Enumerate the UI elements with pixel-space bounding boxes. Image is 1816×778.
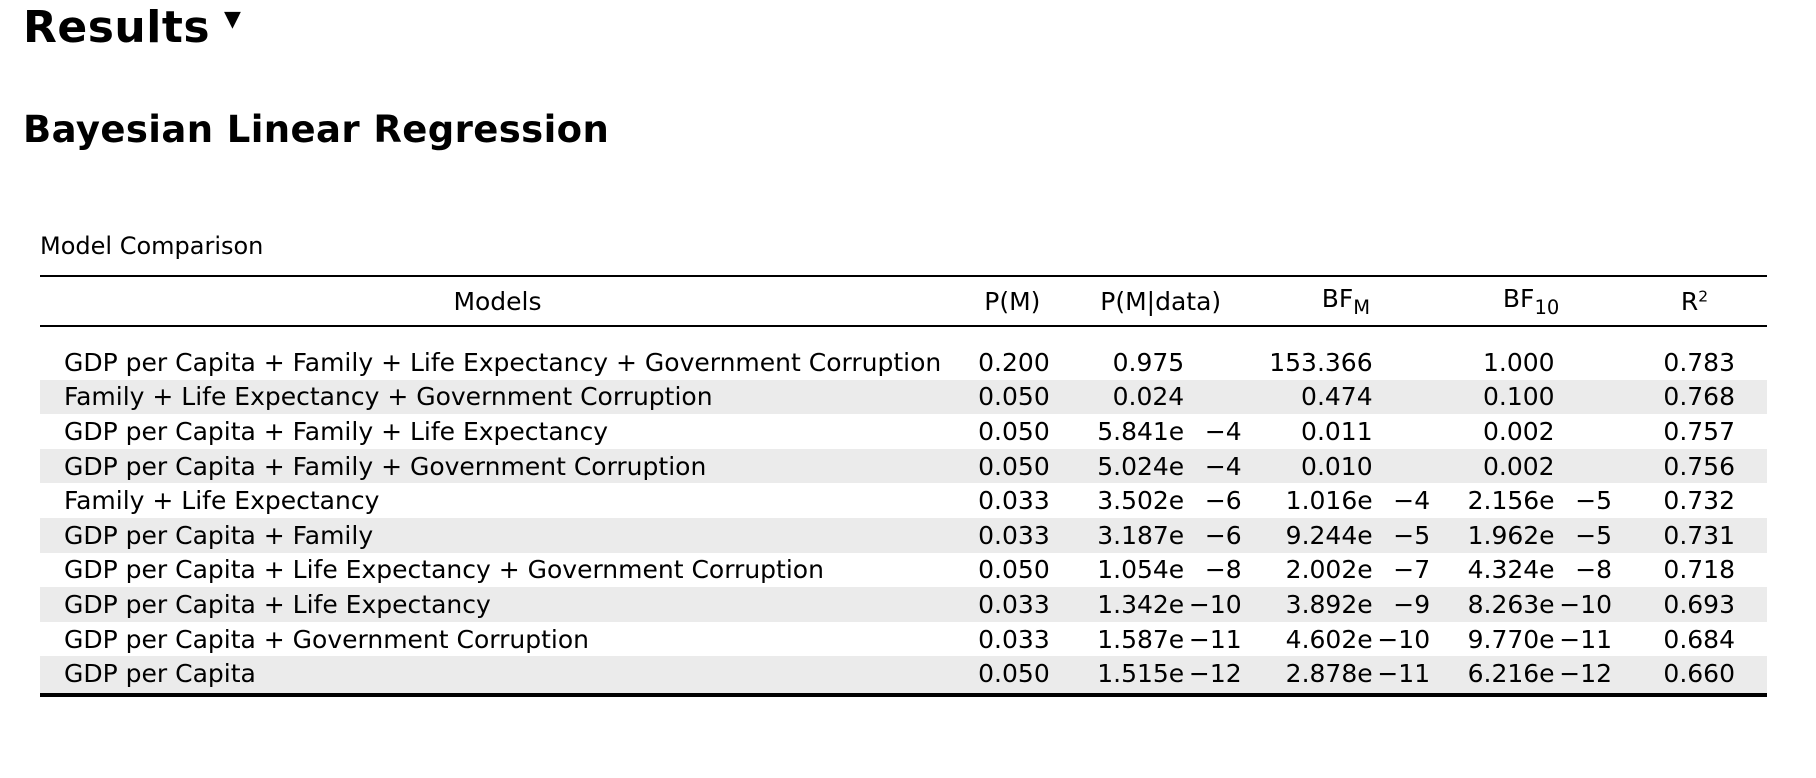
model-cell: GDP per Capita + Government Corruption: [64, 624, 589, 654]
model-cell: GDP per Capita: [40, 656, 955, 695]
results-title: Results: [23, 2, 211, 53]
pmdata-cell: 0.975: [1112, 347, 1185, 377]
pm-cell: 0.033: [954, 517, 1070, 553]
table-row: Family + Life Expectancy 0.033 3.502e −6 1.0…: [40, 483, 1767, 518]
bf10-cell: 0.100: [1440, 379, 1623, 415]
pm-cell: 0.033: [954, 587, 1070, 622]
bf10-cell: 6.216e −12: [1440, 656, 1623, 695]
table-header-row: Models P(M) P(M|data) BFM BF10 R2: [40, 276, 1767, 327]
r2-cell: 0.660: [1622, 656, 1767, 695]
table-row: GDP per Capita + Life Expectancy + Gover…: [40, 553, 1767, 588]
r2-cell: 0.768: [1622, 379, 1767, 415]
pmdata-cell: 1.342e −10: [1069, 587, 1252, 622]
table-row: GDP per Capita + Family + Government Cor…: [40, 448, 1767, 484]
header-r2: R2: [1622, 276, 1767, 327]
r2-cell: 0.693: [1622, 587, 1767, 622]
header-models: Models: [40, 276, 955, 327]
analysis-title: Bayesian Linear Regression: [23, 108, 610, 151]
model-cell: GDP per Capita + Family + Government Cor…: [40, 448, 955, 484]
table-title: Model Comparison: [40, 232, 264, 260]
header-pm: P(M): [954, 276, 1070, 327]
table-row: GDP per Capita + Family + Life Expectanc…: [40, 345, 1767, 380]
model-cell: GDP per Capita + Family + Life Expectanc…: [64, 416, 609, 446]
table-row: GDP per Capita + Family + Life Expectanc…: [40, 414, 1767, 449]
table-row: GDP per Capita + Government Corruption 0.…: [40, 622, 1767, 657]
pm-cell: 0.050: [954, 448, 1070, 484]
model-cell: Family + Life Expectancy: [64, 486, 380, 516]
pmdata-cell: 5.024e −4: [1069, 448, 1252, 484]
model-cell: GDP per Capita + Family: [40, 517, 955, 553]
bfm-cell: 2.878e −11: [1251, 656, 1441, 695]
r2-cell: 0.783: [1663, 347, 1735, 377]
bfm-cell: 9.244e −5: [1251, 517, 1441, 553]
bf10-cell: 1.962e −5: [1440, 517, 1623, 553]
pmdata-cell: 3.187e −6: [1069, 517, 1252, 553]
bf10-cell: 9.770e −11: [1467, 624, 1613, 654]
pm-cell: 0.050: [954, 379, 1070, 415]
pm-cell: 0.033: [978, 486, 1050, 516]
model-comparison-table: Models P(M) P(M|data) BFM BF10 R2 GDP pe…: [40, 275, 1767, 697]
header-pmdata: P(M|data): [1069, 276, 1252, 327]
r2-cell: 0.732: [1663, 486, 1735, 516]
bfm-cell: 4.602e −10: [1285, 624, 1431, 654]
pmdata-cell: 3.502e −6: [1097, 486, 1242, 516]
bfm-cell: 0.474: [1251, 379, 1441, 415]
header-bf10: BF10: [1440, 276, 1623, 327]
pm-cell: 0.050: [978, 416, 1050, 446]
table-row: Family + Life Expectancy + Government Co…: [40, 379, 1767, 415]
r2-cell: 0.756: [1622, 448, 1767, 484]
bfm-cell: 153.366: [1269, 347, 1373, 377]
bf10-cell: 0.002: [1482, 416, 1555, 446]
bfm-cell: 0.011: [1301, 416, 1373, 446]
bfm-cell: 0.010: [1251, 448, 1441, 484]
table-row: GDP per Capita 0.050 1.515e −12 2.878e −11 6.2…: [40, 656, 1767, 695]
pmdata-cell: 1.587e −11: [1097, 624, 1242, 654]
table-row: GDP per Capita + Family 0.033 3.187e −6 9.24…: [40, 517, 1767, 553]
pmdata-cell: 5.841e −4: [1097, 416, 1242, 446]
results-heading[interactable]: Results ▼: [23, 2, 241, 53]
pm-cell: 0.200: [978, 347, 1050, 377]
bf10-cell: 1.000: [1482, 347, 1555, 377]
pmdata-cell: 1.515e −12: [1069, 656, 1252, 695]
bf10-cell: 8.263e −10: [1440, 587, 1623, 622]
bf10-cell: 4.324e −8: [1467, 555, 1613, 585]
model-cell: GDP per Capita + Life Expectancy + Gover…: [64, 555, 824, 585]
header-bfm: BFM: [1251, 276, 1441, 327]
bf10-cell: 2.156e −5: [1467, 486, 1613, 516]
bf10-cell: 0.002: [1440, 448, 1623, 484]
r2-cell: 0.757: [1663, 416, 1735, 446]
pm-cell: 0.050: [978, 555, 1050, 585]
table-row: GDP per Capita + Life Expectancy 0.033 1.3…: [40, 587, 1767, 622]
pmdata-cell: 1.054e −8: [1097, 555, 1242, 585]
bfm-cell: 3.892e −9: [1251, 587, 1441, 622]
pmdata-cell: 0.024: [1069, 379, 1252, 415]
model-cell: GDP per Capita + Family + Life Expectanc…: [64, 347, 942, 377]
model-cell: Family + Life Expectancy + Government Co…: [40, 379, 955, 415]
r2-cell: 0.718: [1663, 555, 1735, 585]
bfm-cell: 1.016e −4: [1285, 486, 1431, 516]
r2-cell: 0.684: [1663, 624, 1735, 654]
bfm-cell: 2.002e −7: [1285, 555, 1431, 585]
table-spacer-row: [40, 326, 1767, 345]
pm-cell: 0.050: [954, 656, 1070, 695]
r2-cell: 0.731: [1622, 517, 1767, 553]
model-cell: GDP per Capita + Life Expectancy: [40, 587, 955, 622]
pm-cell: 0.033: [978, 624, 1050, 654]
results-toggle-caret-icon[interactable]: ▼: [224, 7, 242, 32]
